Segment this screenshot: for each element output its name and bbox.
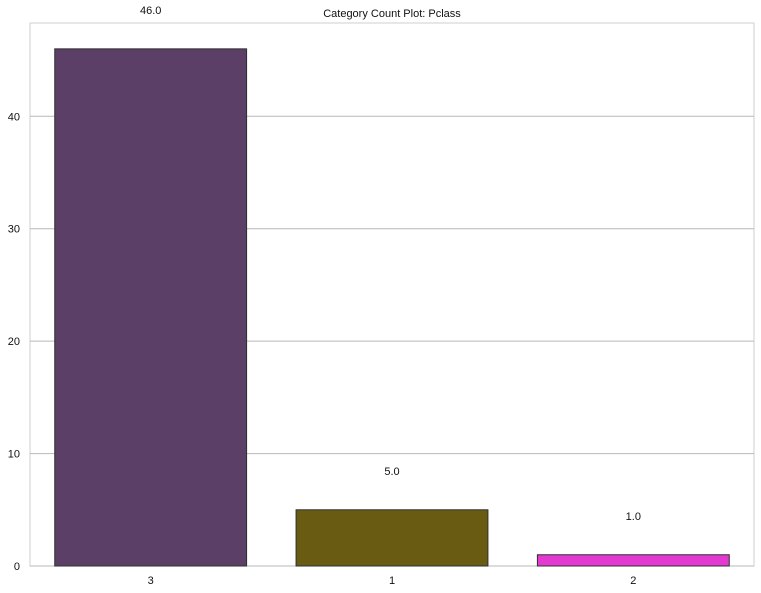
data-label-3: 46.0 — [140, 5, 161, 17]
y-tick-label-40: 40 — [8, 111, 20, 123]
y-tick-label-10: 10 — [8, 449, 20, 461]
bar-1 — [295, 509, 489, 567]
plot-area: 0 10 20 30 40 46.0 3 5.0 1 1.0 2 — [8, 5, 755, 587]
x-tick-label-2: 2 — [630, 575, 636, 587]
bar-3 — [54, 48, 248, 567]
data-label-2: 1.0 — [626, 511, 641, 523]
y-tick-label-0: 0 — [14, 561, 20, 573]
data-label-1: 5.0 — [384, 466, 399, 478]
x-tick-label-1: 1 — [389, 575, 395, 587]
bar-2 — [536, 554, 730, 567]
chart-title: Category Count Plot: Pclass — [323, 8, 461, 20]
y-tick-label-30: 30 — [8, 224, 20, 236]
y-tick-label-20: 20 — [8, 336, 20, 348]
x-tick-label-3: 3 — [148, 575, 154, 587]
